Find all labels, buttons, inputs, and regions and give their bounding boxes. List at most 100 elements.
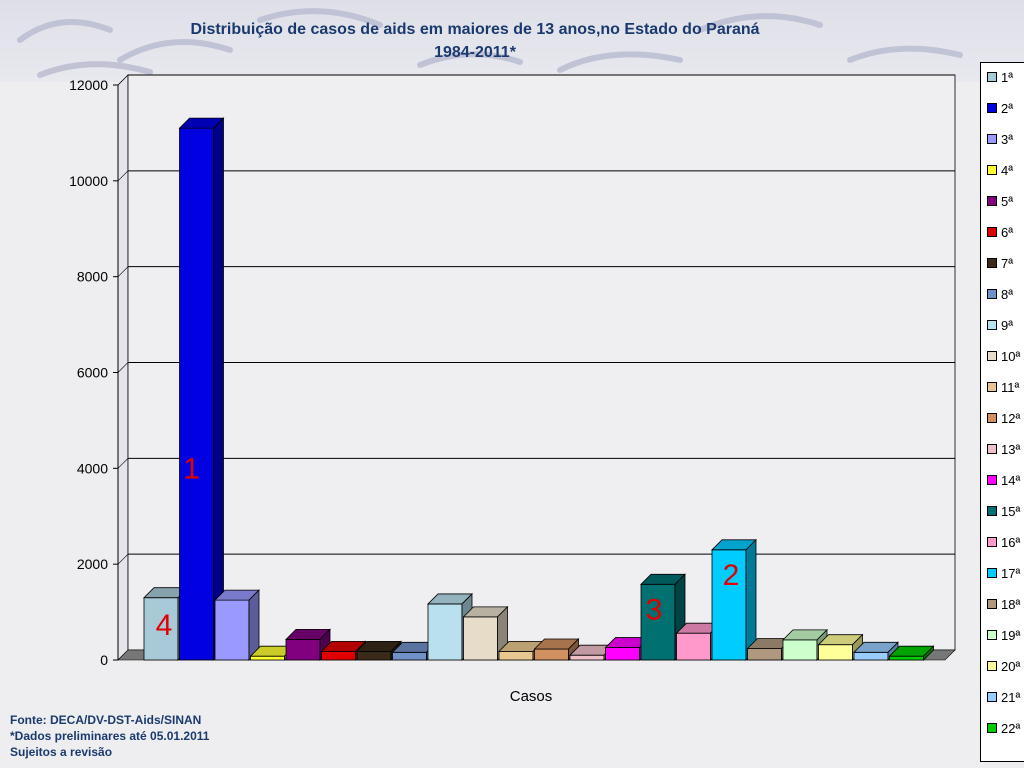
legend-swatch xyxy=(987,444,997,454)
legend-item: 8ª xyxy=(987,284,1013,304)
legend-item: 21ª xyxy=(987,687,1020,707)
legend-item: 18ª xyxy=(987,594,1020,614)
legend-swatch xyxy=(987,165,997,175)
legend-label: 6ª xyxy=(1001,224,1014,240)
bar-front xyxy=(889,655,924,661)
legend-item: 22ª xyxy=(987,718,1020,738)
legend-label: 19ª xyxy=(1001,627,1021,643)
bars xyxy=(143,117,935,661)
legend-label: 10ª xyxy=(1001,348,1021,364)
gridline-side xyxy=(117,553,129,565)
legend-item: 11ª xyxy=(987,377,1019,397)
legend-label: 7ª xyxy=(1001,255,1014,271)
bar-side xyxy=(923,645,934,661)
legend-label: 20ª xyxy=(1001,658,1021,674)
legend-item: 10ª xyxy=(987,346,1020,366)
bar-front xyxy=(747,648,782,661)
bar-2 xyxy=(178,117,225,661)
bar-3 xyxy=(214,589,260,661)
annotation-label: 2 xyxy=(723,559,740,592)
y-tick-label: 12000 xyxy=(69,77,108,93)
gridline-side xyxy=(117,74,129,86)
gridlines xyxy=(117,74,955,565)
bar-front xyxy=(427,603,463,661)
gridline-side xyxy=(117,458,129,469)
bar-front xyxy=(782,639,818,661)
y-tick-label: 6000 xyxy=(77,365,108,381)
legend-item: 16ª xyxy=(987,532,1020,552)
bar-front xyxy=(534,648,569,661)
gridline-side xyxy=(117,362,129,373)
legend-swatch xyxy=(987,413,997,423)
bar-front xyxy=(321,650,356,661)
legend: 1ª 2ª 3ª 4ª 5ª 6ª 7ª 8ª 9ª 10ª 11ª 12ª 13ª 14ª 15ª 16ª 1… xyxy=(980,62,1024,762)
bar-front xyxy=(463,616,498,661)
legend-label: 13ª xyxy=(1001,441,1021,457)
legend-swatch xyxy=(987,320,997,330)
annotation-label: 1 xyxy=(183,452,200,485)
annotation-label: 4 xyxy=(156,609,173,642)
legend-item: 5ª xyxy=(987,191,1013,211)
legend-swatch xyxy=(987,103,997,113)
legend-item: 7ª xyxy=(987,253,1013,273)
legend-label: 11ª xyxy=(1001,379,1020,395)
x-axis-label: Casos xyxy=(510,688,553,705)
legend-item: 12ª xyxy=(987,408,1020,428)
legend-swatch xyxy=(987,351,997,361)
legend-label: 12ª xyxy=(1001,410,1021,426)
y-tick-label: 8000 xyxy=(77,269,108,285)
legend-item: 9ª xyxy=(987,315,1013,335)
bar-side xyxy=(213,117,224,661)
legend-item: 2ª xyxy=(987,98,1013,118)
legend-swatch xyxy=(987,568,997,578)
y-tick-label: 4000 xyxy=(77,460,108,476)
y-tick-label: 10000 xyxy=(69,173,108,189)
legend-label: 15ª xyxy=(1001,503,1021,519)
legend-item: 1ª xyxy=(987,67,1013,87)
bar-5 xyxy=(285,628,331,661)
gridline-side xyxy=(117,170,129,182)
legend-swatch xyxy=(987,72,997,82)
footer-line-2: *Dados preliminares até 05.01.2011 xyxy=(10,729,210,743)
legend-swatch xyxy=(987,506,997,516)
bar-front xyxy=(392,651,427,661)
legend-label: 14ª xyxy=(1001,472,1021,488)
bar-22 xyxy=(888,645,935,661)
bar-front xyxy=(250,655,285,661)
chart-title-line2: 1984-2011* xyxy=(434,44,516,61)
legend-item: 13ª xyxy=(987,439,1020,459)
bar-front xyxy=(285,638,321,661)
y-tick-label: 2000 xyxy=(77,556,108,572)
y-tick-label: 0 xyxy=(100,652,108,668)
legend-swatch xyxy=(987,134,997,144)
legend-label: 3ª xyxy=(1001,131,1014,147)
legend-label: 4ª xyxy=(1001,162,1014,178)
legend-swatch xyxy=(987,599,997,609)
bar-front xyxy=(853,651,889,661)
annotations: 1 4 3 2 xyxy=(156,452,740,642)
chart-title: Distribuição de casos de aids em maiores… xyxy=(0,18,950,64)
footer-line-1: Fonte: DECA/DV-DST-Aids/SINAN xyxy=(10,713,202,727)
bar-20 xyxy=(817,633,864,661)
legend-item: 17ª xyxy=(987,563,1020,583)
legend-label: 22ª xyxy=(1001,720,1021,736)
chart-title-line1: Distribuição de casos de aids em maiores… xyxy=(190,21,760,38)
gridline-side xyxy=(117,266,129,277)
bar-front xyxy=(676,632,711,661)
legend-swatch xyxy=(987,382,997,392)
y-axis: 0 2000 4000 6000 8000 10000 12000 xyxy=(69,77,119,668)
bar-front xyxy=(179,127,214,661)
legend-swatch xyxy=(987,475,997,485)
legend-swatch xyxy=(987,227,997,237)
annotation-label: 3 xyxy=(646,593,663,626)
bar-front xyxy=(498,650,534,661)
legend-label: 21ª xyxy=(1001,689,1021,705)
legend-item: 14ª xyxy=(987,470,1020,490)
legend-label: 5ª xyxy=(1001,193,1014,209)
bar-10 xyxy=(462,605,509,661)
legend-item: 15ª xyxy=(987,501,1020,521)
legend-label: 18ª xyxy=(1001,596,1021,612)
legend-swatch xyxy=(987,258,997,268)
legend-label: 17ª xyxy=(1001,565,1021,581)
